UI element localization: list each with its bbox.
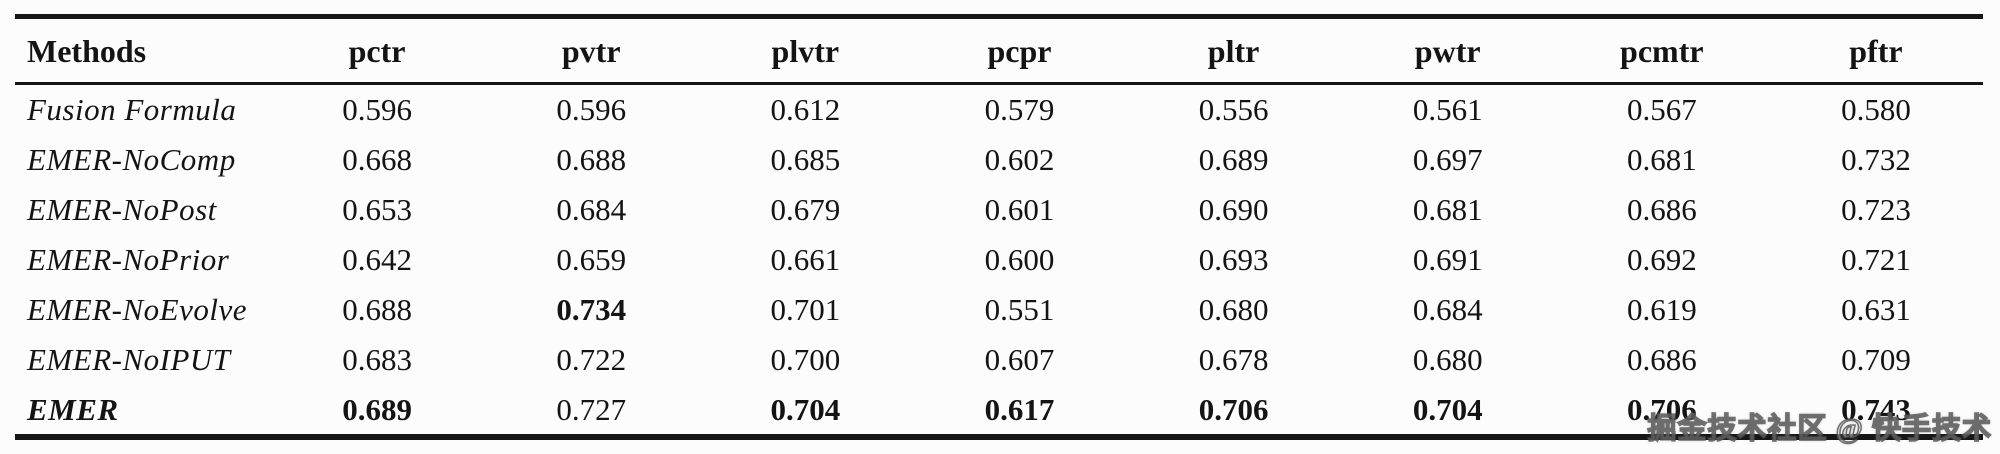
metric-value-cell: 0.580 [1841, 92, 1911, 128]
metric-value-cell: 0.688 [556, 142, 627, 178]
column-header-pwtr: pwtr [1414, 32, 1481, 69]
table-row-emer-nopost: EMER-NoPost 0.653 0.684 0.679 0.601 0.69… [15, 185, 1983, 235]
metric-value-cell: 0.743 [1841, 391, 1911, 427]
metric-value-cell: 0.697 [1412, 142, 1483, 178]
metric-value-cell: 0.693 [1198, 242, 1269, 277]
metric-value-cell: 0.689 [342, 391, 412, 427]
table-row-fusion-formula: Fusion Formula 0.596 0.596 0.612 0.579 0… [15, 85, 1983, 135]
metric-value-cell: 0.723 [1841, 192, 1911, 228]
metric-value-cell: 0.642 [342, 242, 412, 277]
metric-value-cell: 0.690 [1198, 192, 1269, 228]
metric-value-cell: 0.683 [342, 341, 412, 377]
metric-value-cell: 0.680 [1198, 291, 1269, 327]
metric-value-cell: 0.556 [1198, 92, 1269, 128]
metric-value-cell: 0.602 [984, 142, 1055, 178]
table-row-emer-noevolve: EMER-NoEvolve 0.688 0.734 0.701 0.551 0.… [15, 284, 1983, 334]
metric-value-cell: 0.700 [770, 341, 841, 377]
metric-value-cell: 0.688 [342, 291, 412, 327]
metric-value-cell: 0.567 [1626, 92, 1697, 128]
table-row-emer-nocomp: EMER-NoComp 0.668 0.688 0.685 0.602 0.68… [15, 135, 1983, 185]
metric-value-cell: 0.689 [1198, 142, 1269, 178]
column-header-pvtr: pvtr [561, 32, 621, 69]
metric-value-cell: 0.631 [1841, 291, 1911, 327]
metric-value-cell: 0.691 [1412, 242, 1483, 277]
column-header-methods: Methods [27, 32, 147, 69]
metric-value-cell: 0.721 [1841, 242, 1911, 277]
column-header-pctr: pctr [348, 32, 406, 69]
metric-value-cell: 0.686 [1626, 192, 1697, 228]
column-header-pcpr: pcpr [987, 32, 1052, 69]
column-header-pftr: pftr [1849, 32, 1903, 69]
metric-value-cell: 0.668 [342, 142, 412, 178]
method-name-cell: EMER-NoPost [27, 192, 217, 228]
table-row-emer-noiput: EMER-NoIPUT 0.683 0.722 0.700 0.607 0.67… [15, 334, 1983, 384]
metric-value-cell: 0.706 [1198, 391, 1269, 427]
metric-value-cell: 0.706 [1626, 391, 1697, 427]
metric-value-cell: 0.659 [556, 242, 627, 277]
metric-value-cell: 0.684 [1412, 291, 1483, 327]
metric-value-cell: 0.653 [342, 192, 412, 228]
metric-value-cell: 0.704 [770, 391, 841, 427]
metric-value-cell: 0.551 [984, 291, 1055, 327]
metric-value-cell: 0.684 [556, 192, 627, 228]
table-rule-top [15, 14, 1983, 19]
table-row-emer-noprior: EMER-NoPrior 0.642 0.659 0.661 0.600 0.6… [15, 235, 1983, 285]
metric-value-cell: 0.692 [1626, 242, 1697, 277]
column-header-pcmtr: pcmtr [1620, 32, 1704, 69]
metric-value-cell: 0.680 [1412, 341, 1483, 377]
metric-value-cell: 0.734 [556, 291, 627, 327]
metric-value-cell: 0.678 [1198, 341, 1269, 377]
metric-value-cell: 0.600 [984, 242, 1055, 277]
metric-value-cell: 0.561 [1412, 92, 1483, 128]
watermark: 掘金技术社区 @ 快手技术 [1647, 412, 1992, 446]
metric-value-cell: 0.596 [342, 92, 412, 128]
column-header-pltr: pltr [1207, 32, 1260, 69]
results-table: Methods pctr pvtr plvtr pcpr pltr pwtr p… [15, 14, 1983, 440]
metric-value-cell: 0.579 [984, 92, 1055, 128]
table-rule-bottom [15, 434, 1983, 440]
metric-value-cell: 0.722 [556, 341, 627, 377]
table-row-emer: EMER 0.689 0.727 0.704 0.617 0.706 0.704… [15, 384, 1983, 434]
metric-value-cell: 0.732 [1841, 142, 1911, 178]
metric-value-cell: 0.617 [984, 391, 1055, 427]
metric-value-cell: 0.679 [770, 192, 841, 228]
metric-value-cell: 0.612 [770, 92, 841, 128]
table-header-row: Methods pctr pvtr plvtr pcpr pltr pwtr p… [15, 19, 1983, 82]
method-name-cell: EMER-NoIPUT [27, 341, 231, 377]
table-body: Fusion Formula 0.596 0.596 0.612 0.579 0… [15, 85, 1983, 434]
method-name-cell: EMER-NoComp [27, 142, 236, 178]
column-header-plvtr: plvtr [771, 32, 840, 69]
method-name-cell: EMER-NoPrior [27, 242, 230, 277]
metric-value-cell: 0.727 [556, 391, 627, 427]
metric-value-cell: 0.709 [1841, 341, 1911, 377]
method-name-cell: Fusion Formula [27, 92, 237, 128]
metric-value-cell: 0.704 [1412, 391, 1483, 427]
metric-value-cell: 0.661 [770, 242, 841, 277]
metric-value-cell: 0.701 [770, 291, 841, 327]
metric-value-cell: 0.681 [1626, 142, 1697, 178]
metric-value-cell: 0.686 [1626, 341, 1697, 377]
metric-value-cell: 0.596 [556, 92, 627, 128]
method-name-cell: EMER [27, 391, 119, 427]
metric-value-cell: 0.681 [1412, 192, 1483, 228]
metric-value-cell: 0.619 [1626, 291, 1697, 327]
method-name-cell: EMER-NoEvolve [27, 291, 247, 327]
metric-value-cell: 0.607 [984, 341, 1055, 377]
metric-value-cell: 0.601 [984, 192, 1055, 228]
metric-value-cell: 0.685 [770, 142, 841, 178]
table-rule-header-separator [15, 82, 1983, 85]
